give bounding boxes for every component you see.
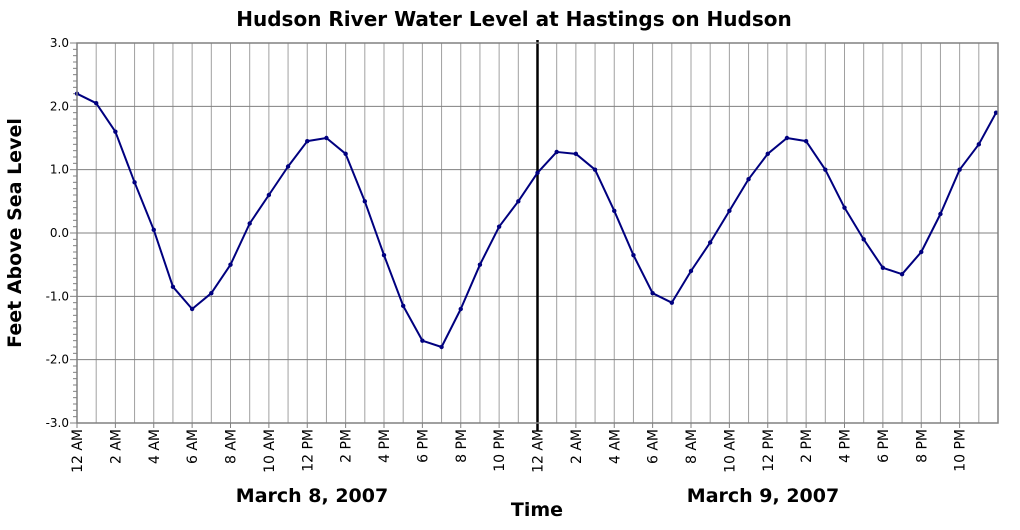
data-point bbox=[650, 290, 655, 296]
x-tick-label: 4 AM bbox=[607, 429, 623, 464]
data-point bbox=[458, 306, 463, 312]
x-axis-label: Time bbox=[511, 499, 563, 521]
x-tick-label: 6 AM bbox=[185, 429, 201, 464]
x-tick-label: 10 AM bbox=[262, 429, 278, 473]
y-tick-label: -1.0 bbox=[46, 289, 69, 303]
data-point bbox=[976, 142, 982, 147]
x-tick-label: 8 AM bbox=[224, 429, 240, 464]
x-tick-label: 2 AM bbox=[569, 429, 585, 464]
data-point bbox=[209, 290, 214, 296]
data-point bbox=[189, 306, 195, 312]
x-tick-label: 4 PM bbox=[377, 429, 393, 463]
x-tick-label: 10 AM bbox=[722, 429, 738, 473]
x-tick-label: 6 PM bbox=[876, 429, 892, 463]
data-point bbox=[132, 180, 137, 185]
x-tick-label: 4 PM bbox=[838, 429, 854, 463]
y-axis-label: Feet Above Sea Level bbox=[4, 118, 26, 348]
data-point bbox=[477, 262, 483, 267]
x-tick-label: 8 PM bbox=[454, 429, 470, 463]
x-tick-label: 2 PM bbox=[799, 429, 815, 463]
data-point bbox=[228, 262, 233, 267]
x-tick-label: 2 PM bbox=[339, 429, 355, 463]
data-point bbox=[381, 252, 387, 258]
data-point bbox=[170, 284, 176, 290]
date-label-march-9: March 9, 2007 bbox=[687, 485, 839, 507]
data-point bbox=[993, 110, 999, 115]
data-point bbox=[842, 205, 847, 210]
x-tick-label: 2 AM bbox=[108, 429, 124, 464]
y-tick-label: 2.0 bbox=[50, 99, 69, 113]
data-point bbox=[305, 138, 310, 144]
data-point bbox=[612, 208, 617, 214]
data-point bbox=[285, 164, 291, 169]
series-water-level bbox=[74, 91, 999, 350]
data-point bbox=[554, 149, 559, 155]
data-point bbox=[343, 151, 348, 157]
data-point bbox=[707, 240, 713, 245]
x-tick-label: 6 PM bbox=[415, 429, 431, 463]
x-tick-label: 12 PM bbox=[300, 429, 316, 472]
data-point bbox=[784, 135, 790, 141]
x-axis-ticks: 12 AM 2 AM 4 AM 6 AM 8 AM 10 AM 12 PM 2 PM 4 PM 6… bbox=[70, 423, 969, 473]
data-point bbox=[823, 167, 828, 172]
data-point bbox=[727, 208, 732, 214]
data-point bbox=[420, 338, 425, 343]
data-point bbox=[439, 344, 444, 350]
date-label-march-8: March 8, 2007 bbox=[236, 485, 388, 507]
data-point bbox=[803, 138, 809, 144]
data-point bbox=[496, 224, 502, 229]
x-tick-label: 12 PM bbox=[761, 429, 777, 472]
data-point bbox=[957, 167, 962, 172]
data-point bbox=[592, 167, 598, 172]
data-point bbox=[113, 129, 118, 134]
data-point bbox=[324, 135, 329, 141]
y-axis-ticks: 3.0 2.0 1.0 0.0 -1.0 -2.0 -3.0 bbox=[46, 36, 77, 430]
y-tick-label: 3.0 bbox=[50, 36, 69, 50]
data-point bbox=[919, 249, 924, 255]
data-point bbox=[899, 271, 905, 277]
data-point bbox=[631, 252, 636, 258]
x-tick-label: 8 AM bbox=[684, 429, 700, 464]
data-point bbox=[247, 221, 252, 226]
data-point bbox=[151, 227, 156, 233]
data-point bbox=[516, 199, 521, 204]
data-point bbox=[765, 151, 770, 157]
x-tick-label: 10 PM bbox=[953, 429, 969, 472]
data-point bbox=[362, 199, 368, 204]
plot-frame bbox=[76, 42, 999, 424]
y-tick-label: 1.0 bbox=[50, 163, 69, 177]
data-point bbox=[669, 300, 675, 305]
y-tick-label: 0.0 bbox=[50, 226, 69, 240]
data-point bbox=[688, 268, 694, 274]
data-point bbox=[880, 265, 886, 271]
data-point bbox=[573, 151, 579, 157]
x-tick-label: 8 PM bbox=[914, 429, 930, 463]
data-point bbox=[535, 170, 540, 176]
data-point bbox=[861, 237, 866, 242]
data-point bbox=[400, 303, 406, 309]
x-tick-label: 6 AM bbox=[646, 429, 662, 464]
x-tick-label: 12 AM bbox=[70, 429, 86, 473]
chart-title: Hudson River Water Level at Hastings on … bbox=[236, 7, 791, 31]
data-point bbox=[938, 211, 943, 217]
y-tick-label: -3.0 bbox=[46, 416, 69, 430]
x-tick-label: 10 PM bbox=[492, 429, 508, 472]
y-tick-label: -2.0 bbox=[46, 353, 69, 367]
x-tick-label: 4 AM bbox=[147, 429, 163, 464]
data-point bbox=[746, 176, 751, 182]
data-point bbox=[93, 100, 99, 106]
x-tick-label: 12 AM bbox=[531, 429, 547, 473]
data-point bbox=[266, 192, 272, 198]
